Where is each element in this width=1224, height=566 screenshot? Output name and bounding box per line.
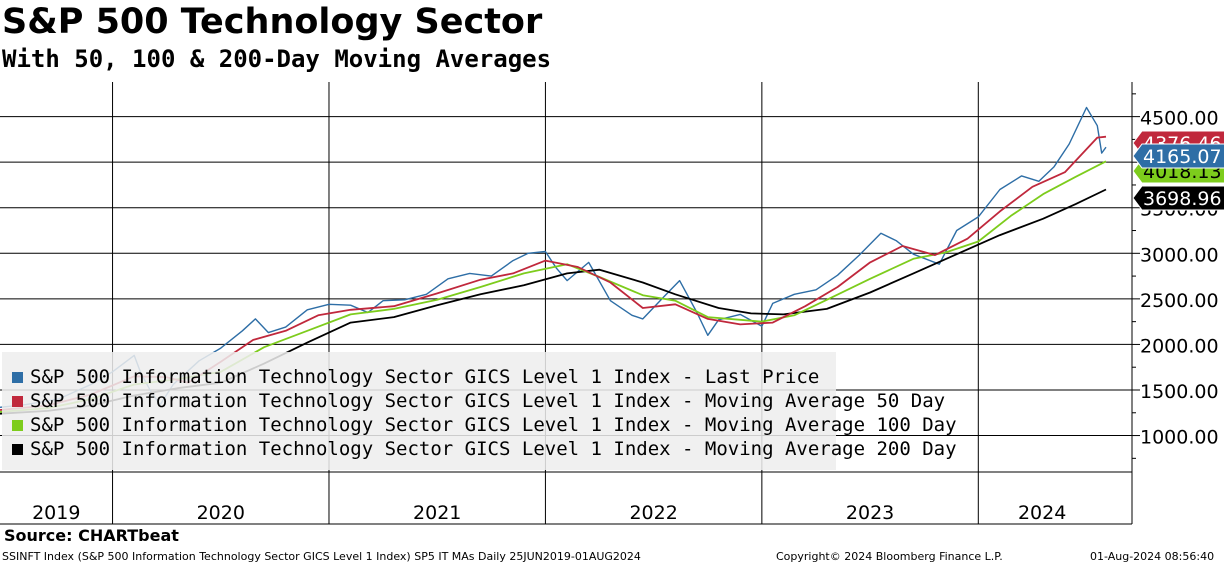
footer-description: SSINFT Index (S&P 500 Information Techno… <box>2 550 641 563</box>
footer-timestamp: 01-Aug-2024 08:56:40 <box>1090 550 1215 563</box>
value-tag-box <box>1132 185 1224 211</box>
footer-copyright: Copyright© 2024 Bloomberg Finance L.P. <box>776 550 1003 563</box>
legend-swatch <box>12 372 23 383</box>
value-tag-label: 3698.96 <box>1143 188 1222 210</box>
y-tick-label: 1000.00 <box>1140 427 1219 449</box>
x-tick-label: 2022 <box>629 502 677 524</box>
legend-swatch <box>12 396 23 407</box>
legend-label: S&P 500 Information Technology Sector GI… <box>30 390 946 412</box>
legend: S&P 500 Information Technology Sector GI… <box>2 352 957 470</box>
legend-label: S&P 500 Information Technology Sector GI… <box>30 438 957 460</box>
x-tick-label: 2023 <box>846 502 894 524</box>
y-tick-label: 4500.00 <box>1140 108 1219 130</box>
x-tick-label: 2019 <box>32 502 80 524</box>
value-tag-label: 4165.07 <box>1143 146 1222 168</box>
source-note: Source: CHARTbeat <box>4 526 179 545</box>
y-tick-label: 2500.00 <box>1140 290 1219 312</box>
value-tag-box <box>1132 143 1224 169</box>
x-tick-label: 2021 <box>413 502 461 524</box>
chart: 1000.001500.002000.002500.003000.003500.… <box>0 82 1224 525</box>
y-tick-label: 2000.00 <box>1140 335 1219 357</box>
page-title: S&P 500 Technology Sector <box>2 2 543 42</box>
plot-border <box>0 82 1133 525</box>
grid <box>0 82 1132 524</box>
y-tick-label: 1500.00 <box>1140 381 1219 403</box>
legend-label: S&P 500 Information Technology Sector GI… <box>30 414 957 436</box>
legend-swatch <box>12 420 23 431</box>
legend-swatch <box>12 444 23 455</box>
x-tick-label: 2020 <box>197 502 245 524</box>
x-axis: 2019 2020 2021 2022 2023 2024 <box>32 502 1066 524</box>
x-tick-label: 2024 <box>1018 502 1066 524</box>
value-tag: 3698.96 <box>1132 185 1224 211</box>
legend-label: S&P 500 Information Technology Sector GI… <box>30 366 820 388</box>
y-tick-label: 3000.00 <box>1140 244 1219 266</box>
value-tag: 4165.07 <box>1132 143 1224 169</box>
page-subtitle: With 50, 100 & 200-Day Moving Averages <box>2 45 552 73</box>
